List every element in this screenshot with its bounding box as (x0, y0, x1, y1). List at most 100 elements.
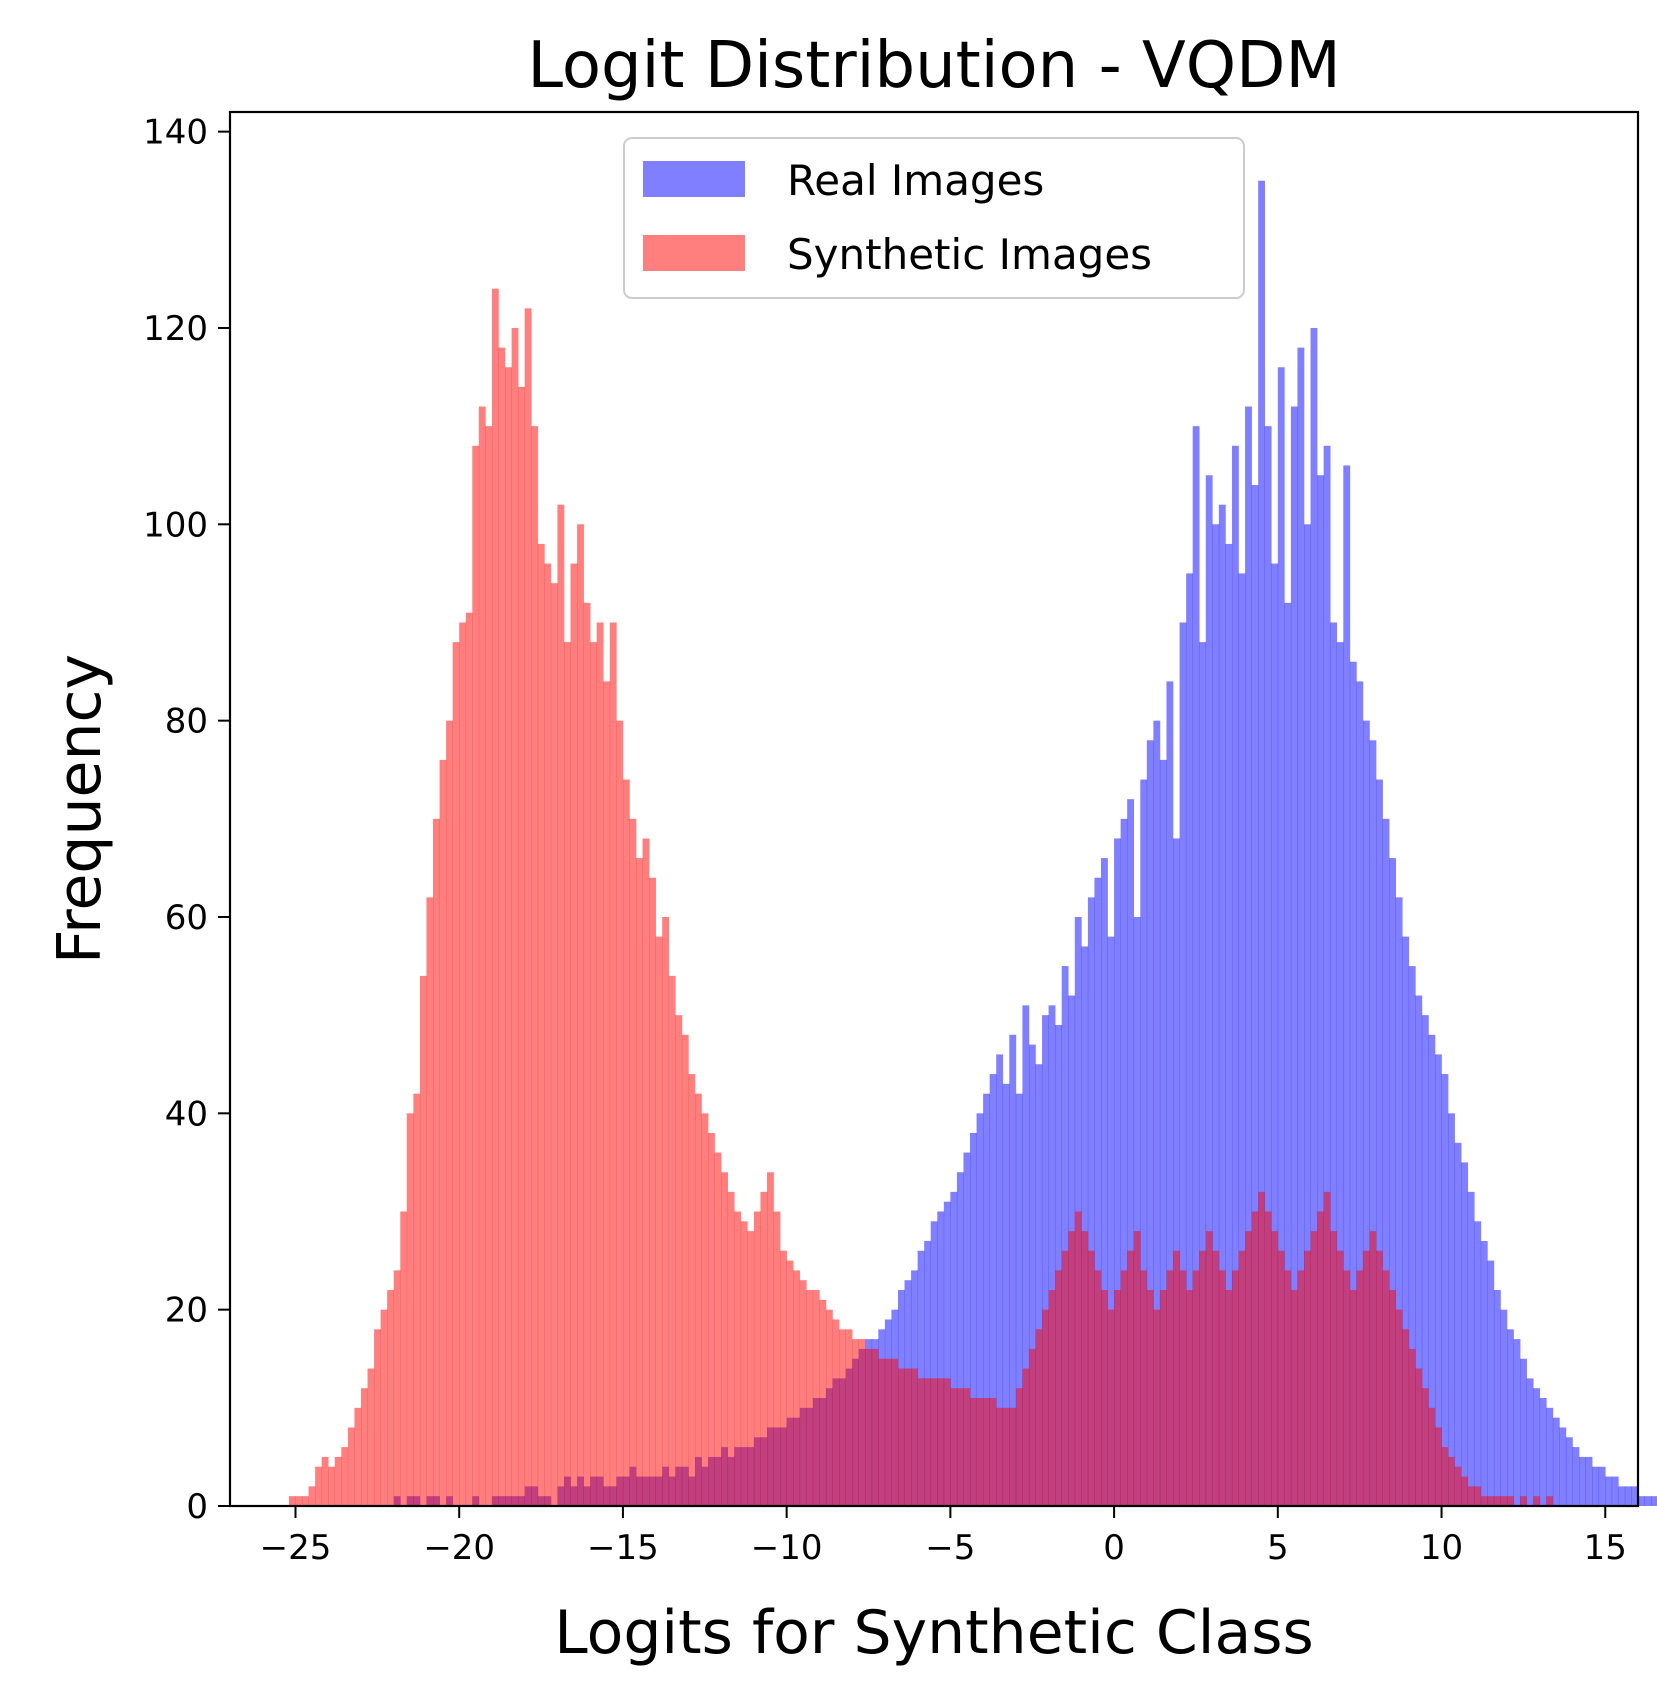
y-tick-label: 20 (165, 1291, 208, 1331)
histogram-bar (1402, 936, 1410, 1506)
histogram-bar (1061, 966, 1069, 1506)
histogram-bar (819, 1299, 827, 1506)
histogram-bar (1192, 1270, 1200, 1506)
histogram-bar (1035, 1329, 1043, 1506)
histogram-bar (1520, 1358, 1527, 1506)
histogram-bar (1159, 1290, 1167, 1506)
histogram-bar (976, 1113, 984, 1506)
histogram-bar (315, 1466, 322, 1506)
histogram-bar (1513, 1339, 1521, 1506)
histogram-bar (1585, 1456, 1593, 1506)
histogram-bar (1238, 1250, 1246, 1506)
histogram-bar (1421, 1388, 1429, 1506)
histogram-bar (1507, 1496, 1514, 1506)
histogram-bar (1395, 1309, 1403, 1506)
histogram-bar (1323, 1191, 1331, 1506)
histogram-bar (1480, 1496, 1488, 1506)
histogram-bar (1238, 573, 1246, 1506)
histogram-bar (1120, 1270, 1128, 1506)
histogram-bar (583, 602, 591, 1506)
histogram-bar (596, 622, 604, 1506)
histogram-bar (976, 1398, 984, 1506)
histogram-bar (1251, 1211, 1259, 1506)
histogram-bar (937, 1378, 945, 1506)
histogram-bar (1094, 877, 1102, 1506)
histogram-bar (537, 543, 545, 1506)
histogram-bar (943, 1201, 951, 1506)
histogram-bar (1349, 661, 1357, 1506)
histogram-bar (1651, 1496, 1657, 1506)
histogram-bar (629, 818, 637, 1506)
x-tick-label: −15 (587, 1528, 659, 1568)
histogram-bar (1173, 838, 1180, 1506)
histogram-bar (950, 1388, 958, 1506)
histogram-bar (1507, 1329, 1514, 1506)
histogram-bar (1002, 1407, 1010, 1506)
histogram-bar (1552, 1417, 1560, 1506)
x-tick-label: −10 (751, 1528, 823, 1568)
histogram-bar (1022, 1368, 1030, 1506)
histogram-bar (1624, 1486, 1632, 1506)
histogram-bar (871, 1348, 879, 1506)
histogram-bar (1048, 1290, 1056, 1506)
histogram-bar (531, 426, 539, 1506)
histogram-bar (1120, 818, 1128, 1506)
histogram-bar (1487, 1496, 1495, 1506)
histogram-bar (1572, 1447, 1580, 1506)
histogram-bar (799, 1280, 807, 1506)
histogram-bar (734, 1211, 742, 1506)
histogram-bar (459, 622, 467, 1506)
histogram-bar (773, 1211, 781, 1506)
y-tick-label: 80 (165, 702, 208, 742)
histogram-bar (1009, 1034, 1017, 1506)
histogram-bar (1336, 1250, 1344, 1506)
histogram-bar (1133, 1231, 1141, 1506)
histogram-bar (505, 367, 512, 1506)
histogram-bar (917, 1378, 925, 1506)
plot-frame (228, 110, 1640, 1508)
histogram-bar (1186, 573, 1193, 1506)
histogram-bar (956, 1388, 964, 1506)
histogram-bar (688, 1074, 696, 1506)
histogram-bar (1474, 1486, 1482, 1506)
histogram-bar (930, 1221, 938, 1506)
histogram-bar (943, 1378, 951, 1506)
histogram-bar (1251, 485, 1259, 1506)
histogram-bar (1028, 1044, 1036, 1506)
histogram-bar (426, 897, 434, 1506)
histogram-bar (491, 288, 499, 1507)
histogram-bar (1218, 1270, 1226, 1506)
histogram-bar (1015, 1093, 1023, 1506)
histogram-bar (1055, 1270, 1062, 1506)
histogram-bar (347, 1427, 355, 1506)
histogram-bar (1402, 1329, 1410, 1506)
histogram-bar (884, 1358, 892, 1506)
histogram-bar (419, 975, 427, 1506)
histogram-bar (334, 1456, 342, 1506)
histogram-bar (288, 1496, 296, 1506)
histogram-bar (1179, 1270, 1187, 1506)
series-synthetic-images (288, 288, 1554, 1507)
legend-box (623, 137, 1245, 299)
histogram-bar (1304, 524, 1311, 1506)
histogram-bar (1015, 1388, 1023, 1506)
histogram-bar (1467, 1486, 1475, 1506)
histogram-bar (858, 1339, 866, 1506)
histogram-bar (1434, 1427, 1442, 1506)
histogram-bar (1225, 1290, 1233, 1506)
histogram-bar (1048, 1005, 1056, 1506)
histogram-bar (1415, 995, 1423, 1506)
histogram-bar (1173, 1250, 1180, 1506)
histogram-bar (1323, 445, 1331, 1506)
histogram-bar (622, 779, 630, 1506)
histogram-bar (786, 1260, 794, 1506)
histogram-bar (1101, 858, 1108, 1506)
histogram-bar (1389, 858, 1396, 1506)
y-tick-label: 0 (186, 1487, 208, 1527)
histogram-bar (642, 838, 650, 1506)
histogram-bar (1356, 681, 1364, 1506)
histogram-bar (1258, 180, 1266, 1507)
histogram-bar (1408, 1348, 1416, 1506)
histogram-bar (1382, 1270, 1390, 1506)
